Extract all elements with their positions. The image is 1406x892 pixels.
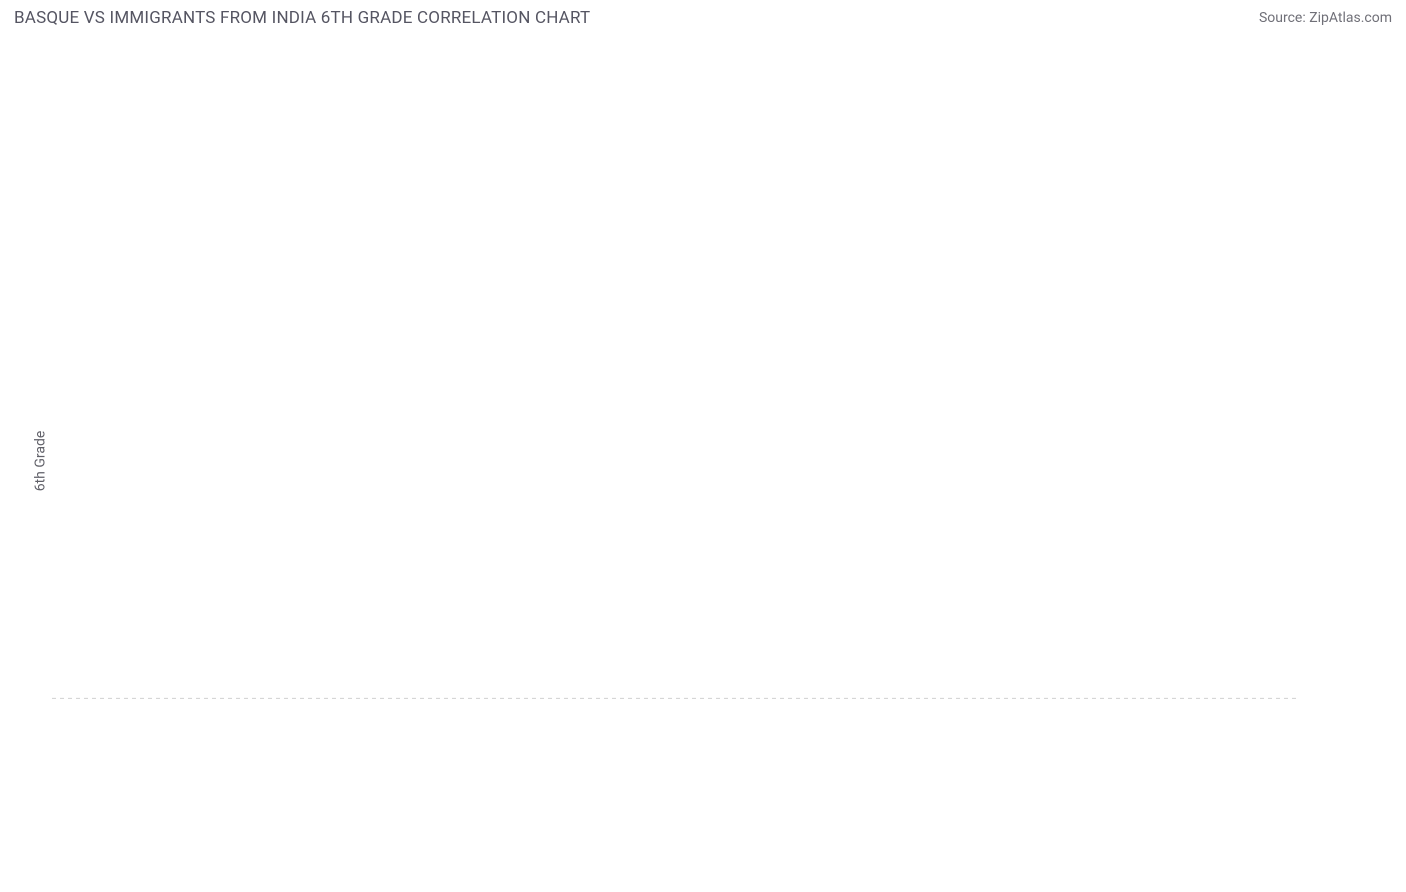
chart-source: Source: ZipAtlas.com: [1259, 10, 1392, 26]
y-axis-label: 6th Grade: [32, 431, 48, 492]
chart-title: BASQUE VS IMMIGRANTS FROM INDIA 6TH GRAD…: [14, 8, 590, 28]
scatter-chart: [14, 42, 1392, 880]
chart-area: 6th Grade: [14, 42, 1392, 880]
chart-header: BASQUE VS IMMIGRANTS FROM INDIA 6TH GRAD…: [0, 0, 1406, 32]
